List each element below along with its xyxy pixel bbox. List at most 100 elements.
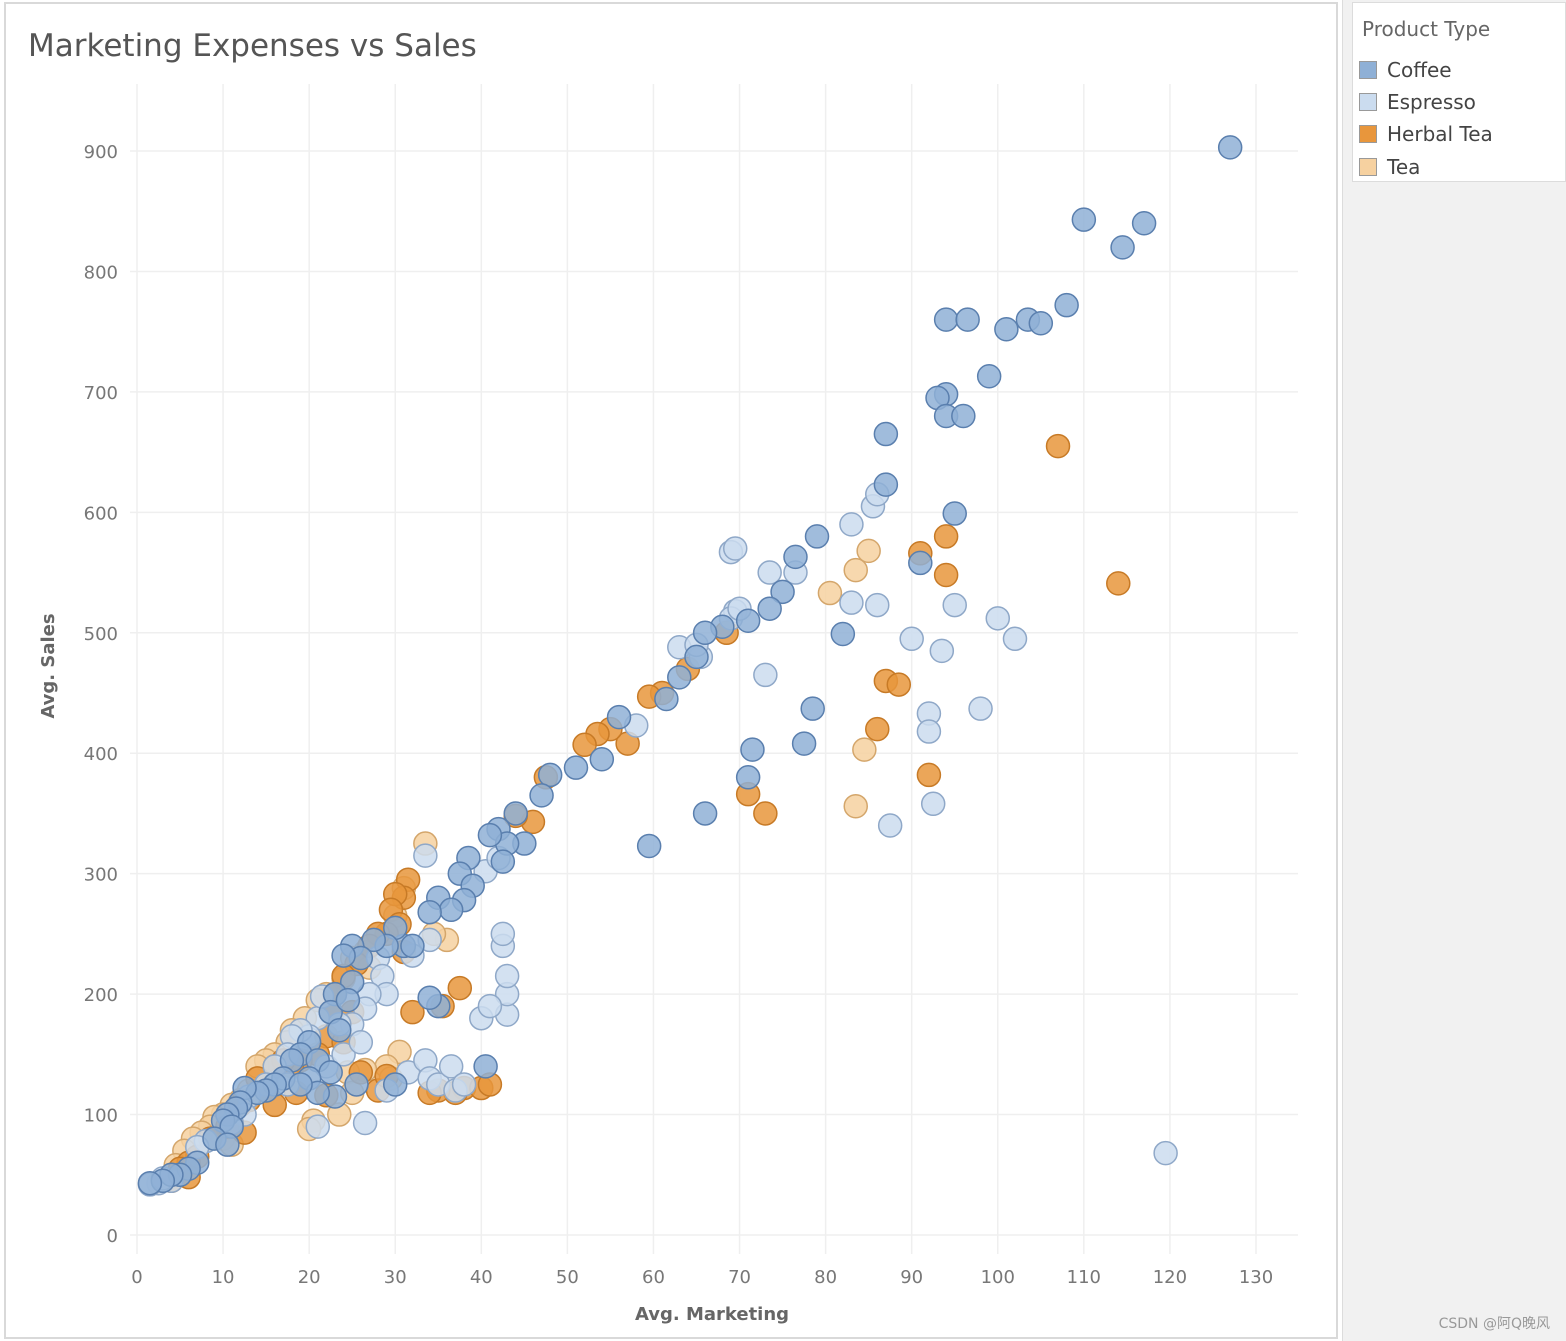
point-coffee: [137, 1170, 163, 1196]
point-coffee: [692, 620, 718, 646]
point-espresso: [753, 662, 778, 688]
y-tick-label: 400: [84, 744, 118, 765]
point-coffee: [331, 943, 356, 968]
point-espresso: [438, 1054, 464, 1079]
point-coffee: [955, 307, 980, 332]
point-espresso: [1153, 1140, 1178, 1166]
x-tick-label: 50: [556, 1267, 579, 1288]
point-coffee: [804, 524, 830, 549]
y-tick-label: 300: [84, 865, 118, 886]
point-herbal-tea: [1106, 571, 1131, 596]
y-tick-label: 600: [84, 503, 118, 524]
x-axis-title: Avg. Marketing: [635, 1304, 789, 1325]
point-coffee: [344, 1072, 369, 1097]
point-espresso: [413, 843, 438, 868]
x-tick-label: 120: [1153, 1267, 1187, 1288]
point-tea: [843, 793, 868, 819]
chart-title: Marketing Expenses vs Sales: [28, 28, 477, 64]
point-espresso: [920, 791, 946, 817]
point-coffee: [537, 762, 563, 788]
point-coffee: [1131, 211, 1157, 236]
point-herbal-tea: [1045, 433, 1071, 459]
point-espresso: [899, 626, 924, 652]
watermark: CSDN @阿Q晚风: [1438, 1316, 1550, 1332]
point-espresso: [331, 1042, 356, 1067]
y-tick-label: 500: [84, 624, 118, 645]
point-coffee: [382, 1072, 408, 1097]
legend[interactable]: Product Type Coffee Espresso Herbal Tea …: [1352, 2, 1566, 182]
point-coffee: [503, 801, 528, 826]
point-tea: [843, 557, 868, 583]
point-coffee: [606, 704, 632, 730]
point-coffee: [800, 696, 825, 721]
point-tea: [817, 580, 843, 606]
legend-swatch-espresso: [1359, 93, 1377, 111]
point-coffee: [770, 579, 795, 605]
point-coffee: [490, 849, 516, 874]
y-tick-label: 100: [84, 1106, 118, 1127]
legend-item-herbal-tea[interactable]: Herbal Tea: [1359, 121, 1493, 147]
point-espresso: [1002, 626, 1028, 652]
legend-label-coffee: Coffee: [1387, 58, 1452, 82]
y-tick-label: 0: [107, 1226, 118, 1247]
point-coffee: [636, 833, 662, 859]
point-espresso: [877, 813, 903, 838]
point-coffee: [976, 363, 1002, 389]
point-espresso: [352, 1110, 378, 1136]
y-tick-label: 900: [84, 142, 118, 163]
point-coffee: [667, 665, 692, 690]
point-coffee: [477, 822, 503, 848]
point-espresso: [839, 590, 864, 615]
point-espresso: [451, 1072, 477, 1097]
point-herbal-tea: [886, 672, 912, 697]
x-tick-label: 40: [470, 1267, 493, 1288]
point-herbal-tea: [447, 975, 473, 1001]
x-tick-label: 130: [1239, 1267, 1273, 1288]
legend-item-espresso[interactable]: Espresso: [1359, 89, 1476, 115]
legend-item-tea[interactable]: Tea: [1359, 154, 1420, 180]
point-coffee: [908, 550, 933, 576]
legend-title: Product Type: [1362, 17, 1491, 41]
point-herbal-tea: [572, 732, 597, 758]
chart-panel: Marketing Expenses vs Sales 0 10 20 30 40 50 6…: [4, 2, 1338, 1339]
point-coffee: [994, 317, 1019, 342]
point-coffee: [438, 897, 464, 923]
point-espresso: [757, 560, 782, 585]
point-espresso: [494, 963, 520, 989]
point-coffee: [757, 596, 782, 621]
legend-swatch-coffee: [1359, 61, 1377, 79]
point-coffee: [318, 1060, 343, 1085]
point-coffee: [735, 608, 761, 633]
point-coffee: [417, 899, 442, 925]
point-coffee: [740, 737, 765, 762]
point-herbal-tea: [916, 762, 942, 788]
legend-swatch-tea: [1359, 158, 1377, 176]
point-coffee: [400, 933, 425, 959]
point-espresso: [722, 536, 748, 561]
point-espresso: [490, 921, 516, 947]
point-coffee: [1054, 292, 1079, 318]
point-herbal-tea: [865, 716, 890, 742]
point-espresso: [968, 696, 993, 721]
point-espresso: [985, 606, 1011, 631]
point-espresso: [865, 592, 890, 618]
point-coffee: [783, 544, 808, 570]
point-coffee: [288, 1072, 313, 1097]
point-coffee: [830, 621, 856, 647]
legend-label-tea: Tea: [1387, 155, 1421, 179]
x-tick-label: 80: [814, 1267, 837, 1288]
point-coffee: [684, 644, 709, 670]
point-coffee: [1028, 310, 1054, 336]
point-coffee: [933, 307, 959, 332]
point-coffee: [335, 987, 361, 1013]
x-tick-label: 100: [981, 1267, 1015, 1288]
point-coffee: [473, 1054, 498, 1079]
scatter-plot[interactable]: 0 10 20 30 40 50 60 70 80 90 100 110 120 130 0 100 200 30…: [6, 4, 1340, 1341]
point-espresso: [929, 638, 955, 664]
y-tick-label: 700: [84, 383, 118, 404]
legend-item-coffee[interactable]: Coffee: [1359, 57, 1452, 83]
x-tick-label: 0: [131, 1267, 142, 1288]
y-tick-label: 200: [84, 985, 118, 1006]
x-tick-label: 70: [728, 1267, 751, 1288]
point-espresso: [305, 1114, 331, 1139]
